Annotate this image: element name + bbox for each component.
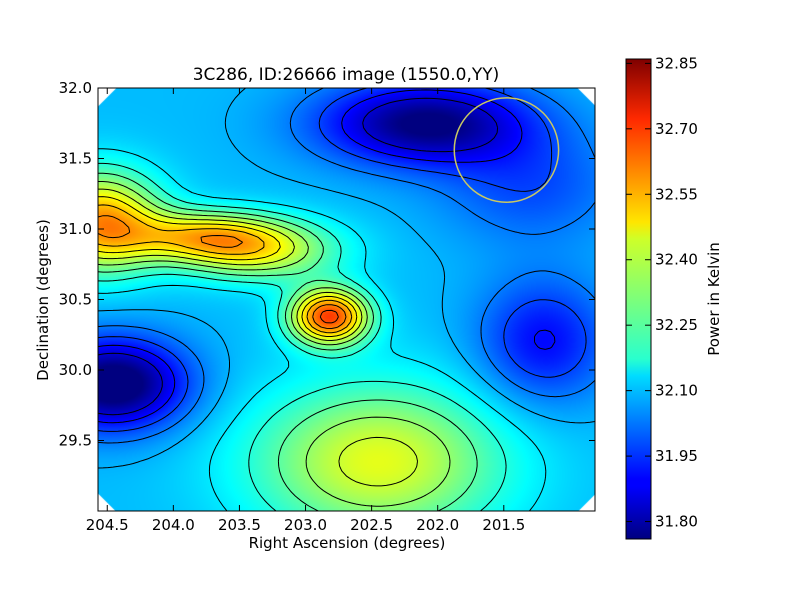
colorbar-tick-label: 32.40 — [655, 251, 698, 269]
contour-line — [98, 215, 347, 329]
colorbar-gradient — [625, 58, 652, 540]
x-tick-label: 202.0 — [416, 516, 459, 534]
y-tick-label: 31.0 — [59, 220, 92, 238]
x-tick-label: 204.0 — [152, 516, 195, 534]
y-tick-label: 30.5 — [59, 291, 92, 309]
contour-line — [98, 188, 418, 487]
colorbar-tick-label: 31.95 — [655, 447, 698, 465]
x-axis-ticks: 204.5 204.0 203.5 203.0 202.5 202.0 201.5 — [86, 88, 525, 534]
contour-line — [319, 309, 339, 324]
contour-line — [98, 88, 595, 444]
colorbar-tick-label: 32.25 — [655, 316, 698, 334]
x-tick-label: 203.0 — [284, 516, 327, 534]
plot-area — [97, 87, 596, 512]
contour-lines — [98, 88, 595, 511]
beam-circle — [453, 97, 560, 203]
x-tick-label: 201.5 — [482, 516, 525, 534]
contour-line — [98, 204, 353, 334]
colorbar-tick-label: 32.85 — [655, 54, 698, 72]
contour-line — [98, 88, 595, 469]
colorbar-label: Power in Kelvin — [705, 242, 723, 356]
y-tick-label: 29.5 — [59, 432, 92, 450]
y-tick-label: 30.0 — [59, 361, 92, 379]
contour-line — [98, 196, 358, 337]
contour-line — [98, 172, 478, 511]
colorbar: 32.85 32.70 32.55 32.40 32.25 32.10 31.95 31.80… — [625, 54, 723, 540]
contour-line — [98, 88, 587, 432]
y-tick-label: 31.5 — [59, 150, 92, 168]
x-tick-label: 204.5 — [86, 516, 129, 534]
contour-line — [98, 162, 507, 511]
colorbar-tick-label: 32.10 — [655, 382, 698, 400]
chart-title: 3C286, ID:26666 image (1550.0,YY) — [193, 65, 500, 85]
contour-line — [98, 97, 499, 416]
contour-line — [98, 89, 556, 424]
x-tick-label: 203.5 — [218, 516, 261, 534]
x-axis-label: Right Ascension (degrees) — [249, 534, 446, 552]
x-tick-label: 202.5 — [350, 516, 393, 534]
y-axis-label: Declination (degrees) — [34, 219, 52, 381]
y-axis-ticks: 29.5 30.0 30.5 31.0 31.5 32.0 — [59, 79, 595, 450]
colorbar-tick-label: 32.70 — [655, 120, 698, 138]
contour-line — [98, 148, 547, 511]
colorbar-tick-label: 31.80 — [655, 513, 698, 531]
colorbar-ticks: 32.85 32.70 32.55 32.40 32.25 32.10 31.95 31.80 — [626, 54, 698, 531]
y-tick-label: 32.0 — [59, 79, 92, 97]
contour-line — [98, 181, 451, 507]
colorbar-tick-label: 32.55 — [655, 185, 698, 203]
